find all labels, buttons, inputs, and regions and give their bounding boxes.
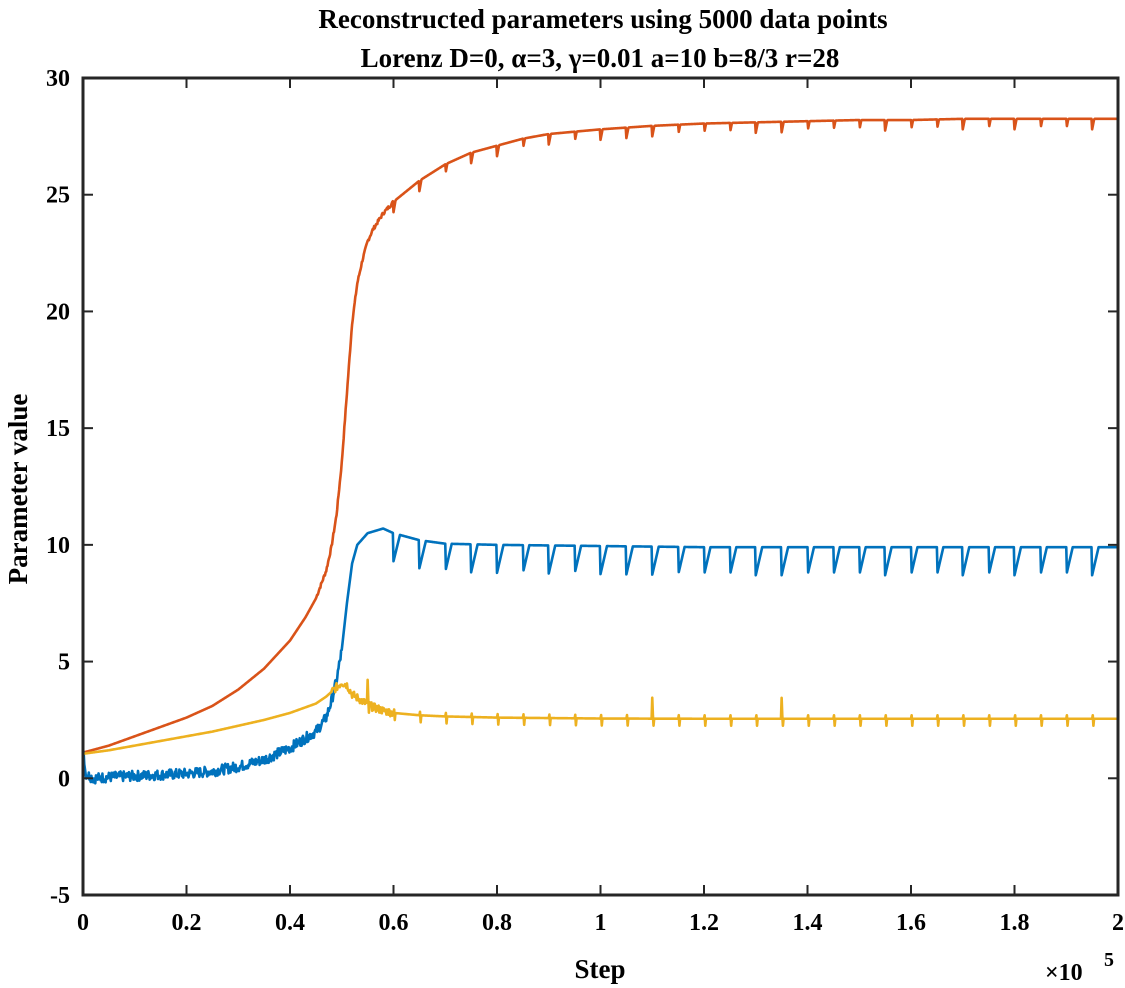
y-tick-label: 25 [46, 183, 70, 209]
x-tick-label: 2 [1112, 910, 1124, 936]
y-tick-label: 5 [58, 650, 70, 676]
y-tick-label: 10 [46, 533, 70, 559]
x-axis-multiplier: ×10 5 [1045, 949, 1114, 986]
x-tick-label: 0.8 [482, 910, 512, 936]
y-tick-label: 15 [46, 416, 70, 442]
y-axis-label: Parameter value [3, 394, 33, 585]
x-axis-multiplier-base: ×10 [1045, 960, 1083, 986]
x-tick-label: 1.2 [689, 910, 719, 936]
series-r-line [82, 117, 1119, 754]
y-tick-label: -5 [50, 883, 70, 909]
x-tick-label: 1 [595, 910, 607, 936]
y-tick-label: 20 [46, 299, 70, 325]
x-tick-label: 0.2 [172, 910, 202, 936]
chart-title-line1: Reconstructed parameters using 5000 data… [318, 4, 887, 34]
series-b-line [82, 678, 1119, 756]
x-tick-label: 1.6 [896, 910, 926, 936]
y-tick-label: 30 [46, 66, 70, 92]
x-axis-multiplier-exponent: 5 [1104, 949, 1114, 971]
x-tick-label: 0 [77, 910, 89, 936]
series-a-line [81, 527, 1119, 785]
x-tick-label: 1.4 [793, 910, 823, 936]
series-layer [81, 117, 1119, 785]
x-axis-label: Step [574, 954, 625, 984]
y-axis: -5 0 5 10 15 20 25 30 [46, 66, 1118, 909]
chart-title-line2: Lorenz D=0, α=3, γ=0.01 a=10 b=8/3 r=28 [361, 43, 840, 73]
x-tick-label: 0.6 [379, 910, 409, 936]
x-tick-label: 1.8 [1000, 910, 1030, 936]
y-tick-label: 0 [58, 766, 70, 792]
plot-area-frame [81, 76, 1120, 897]
x-axis: 0 0.2 0.4 0.6 0.8 1 1.2 1.4 1.6 1.8 2 [77, 78, 1124, 936]
x-tick-label: 0.4 [275, 910, 305, 936]
